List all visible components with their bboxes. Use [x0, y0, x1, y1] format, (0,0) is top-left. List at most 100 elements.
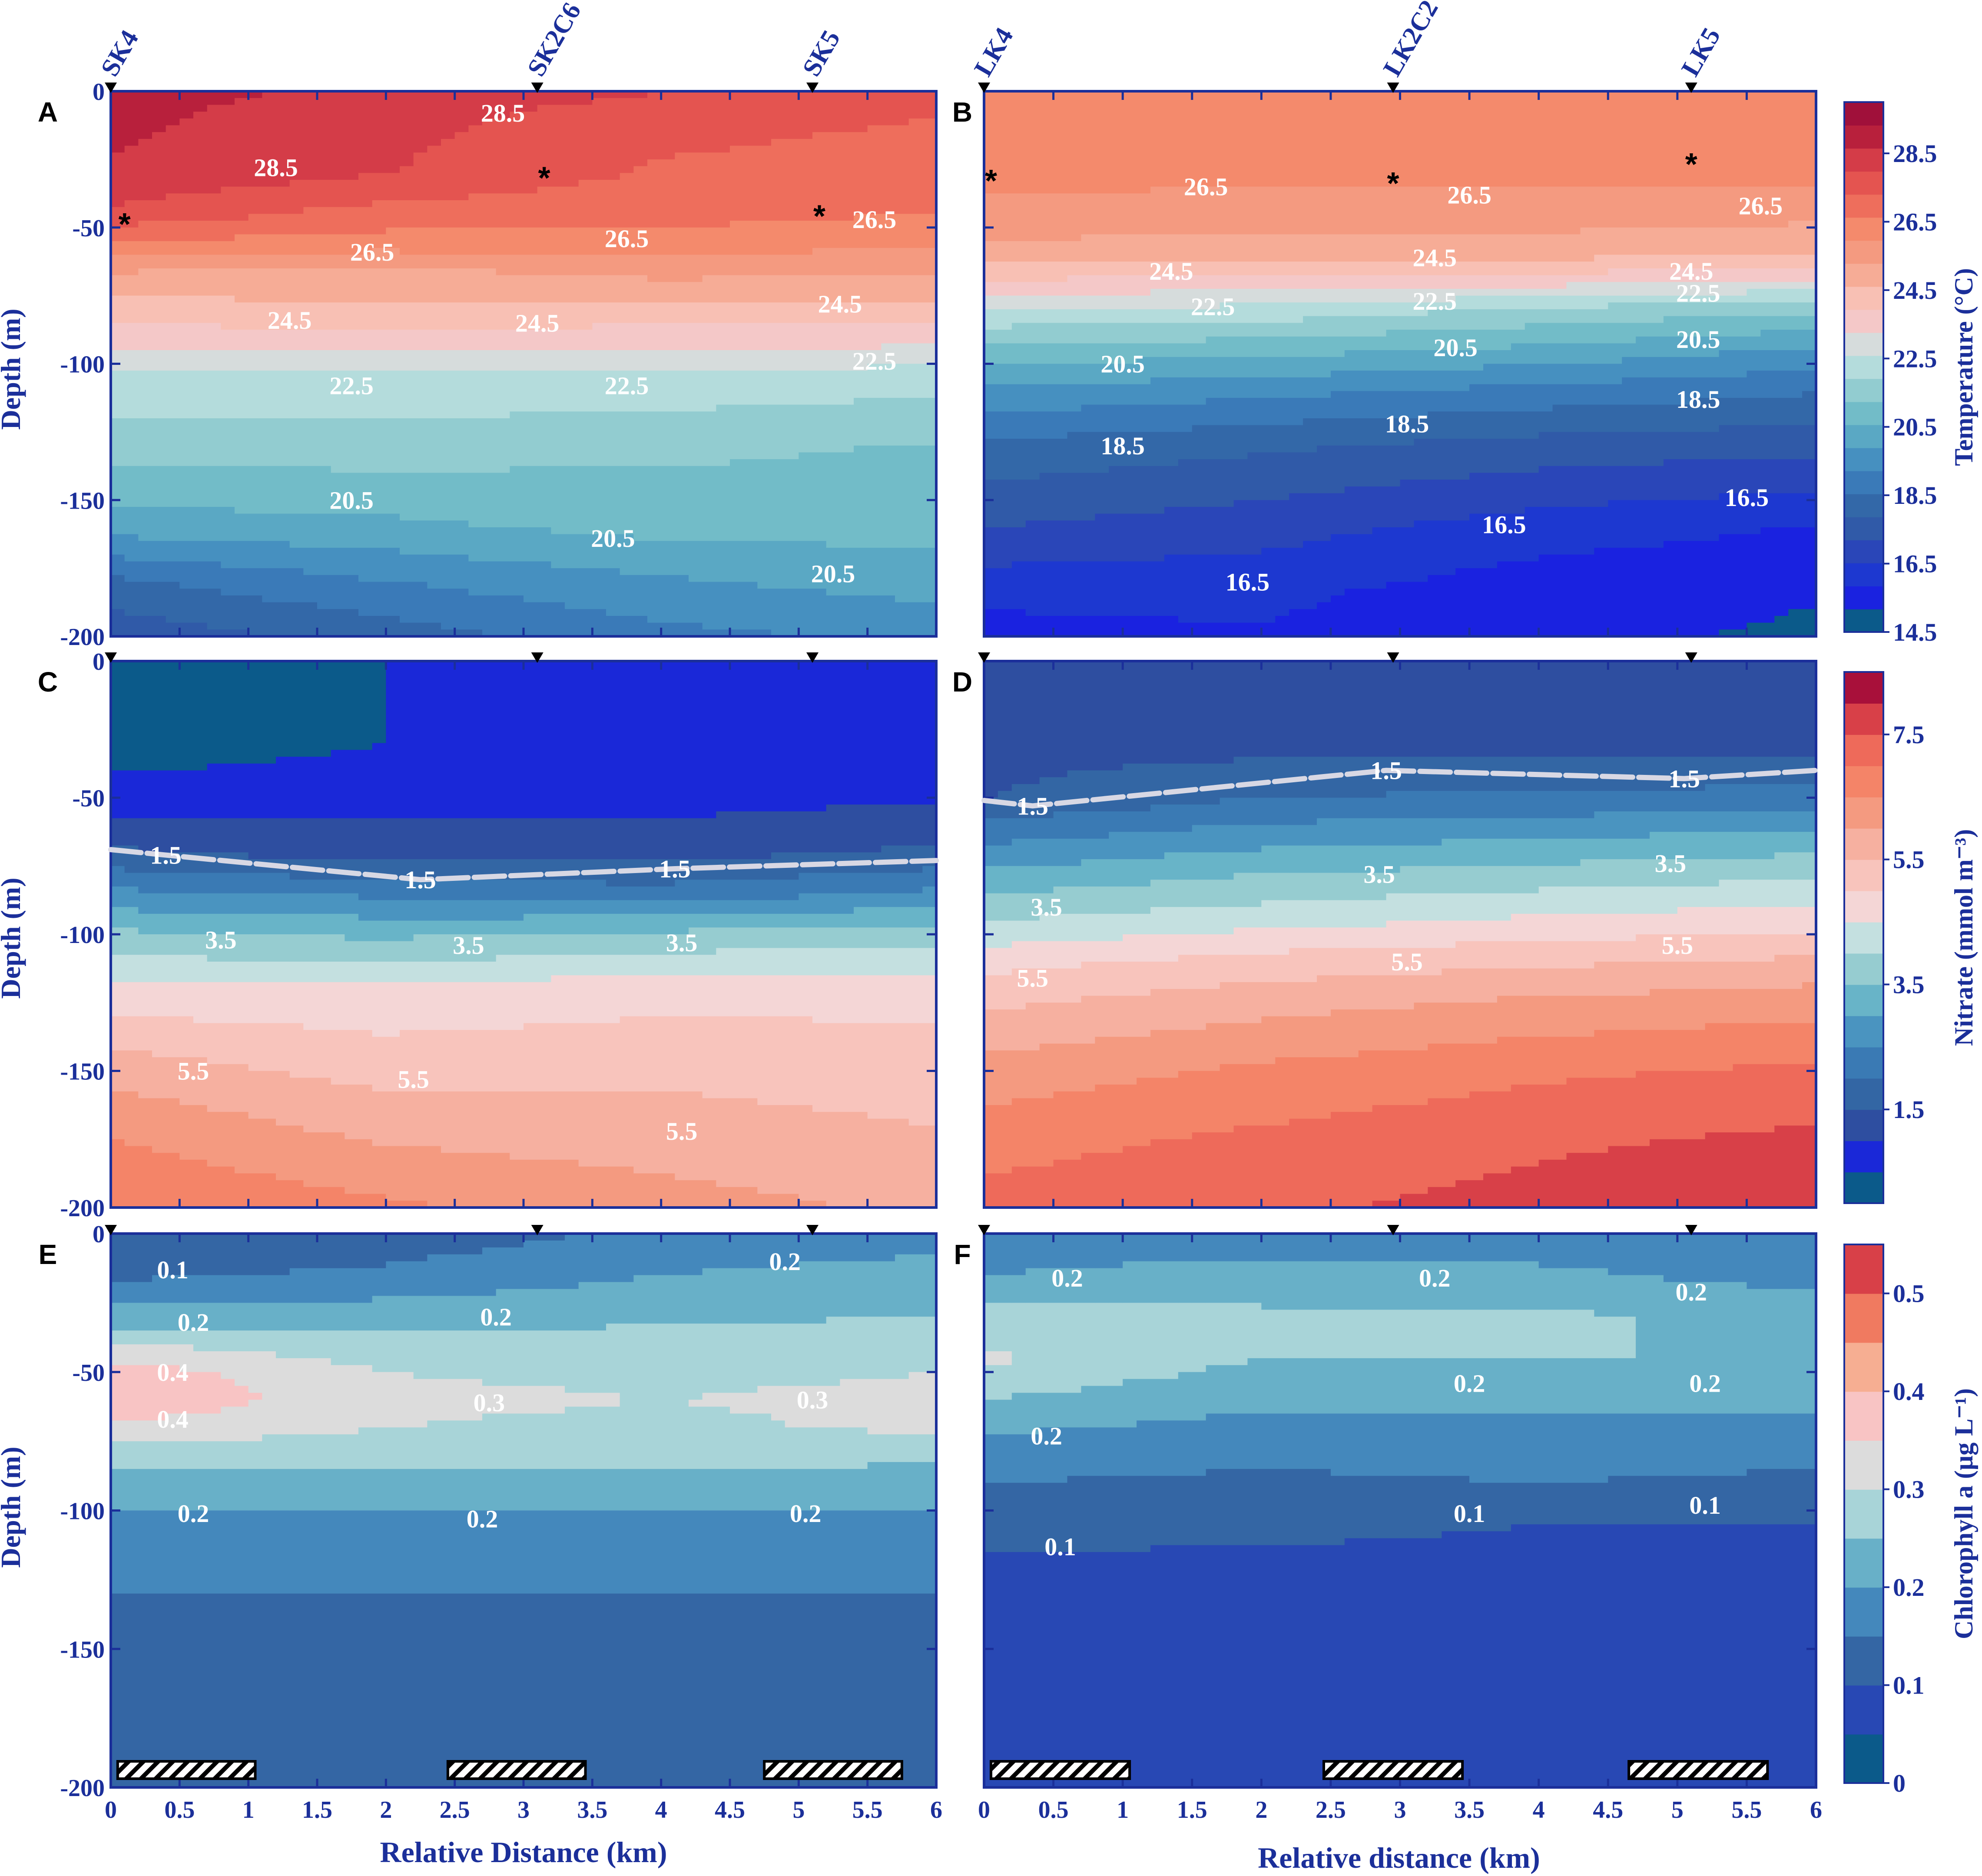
heatmap-cell — [345, 105, 358, 112]
heatmap-cell — [276, 589, 290, 596]
heatmap-cell — [276, 500, 290, 507]
heatmap-cell — [125, 398, 139, 405]
heatmap-cell — [125, 596, 139, 602]
heatmap-cell — [125, 527, 139, 534]
heatmap-cell — [221, 384, 235, 391]
heatmap-cell — [345, 602, 358, 609]
heatmap-cell — [125, 425, 139, 432]
heatmap-cell — [303, 112, 317, 119]
heatmap-cell — [317, 146, 331, 153]
heatmap-cell — [193, 411, 207, 418]
heatmap-cell — [179, 493, 193, 500]
heatmap-cell — [317, 343, 331, 350]
heatmap-cell — [179, 241, 193, 248]
heatmap-cell — [138, 623, 152, 630]
heatmap-cell — [179, 330, 193, 337]
heatmap-cell — [317, 596, 331, 602]
heatmap-cell — [358, 214, 372, 221]
heatmap-cell — [125, 446, 139, 453]
heatmap-cell — [358, 439, 372, 446]
heatmap-cell — [221, 486, 235, 493]
heatmap-cell — [166, 548, 180, 555]
heatmap-cell — [345, 616, 358, 623]
heatmap-cell — [138, 555, 152, 562]
heatmap-cell — [317, 432, 331, 439]
heatmap-cell — [290, 473, 304, 480]
heatmap-cell — [345, 309, 358, 316]
heatmap-cell — [235, 152, 249, 159]
heatmap-cell — [166, 248, 180, 255]
heatmap-cell — [221, 139, 235, 146]
heatmap-cell — [303, 125, 317, 132]
heatmap-cell — [138, 152, 152, 159]
heatmap-cell — [138, 589, 152, 596]
heatmap-cell — [221, 350, 235, 357]
heatmap-cell — [262, 125, 276, 132]
heatmap-cell — [331, 146, 345, 153]
heatmap-cell — [303, 214, 317, 221]
heatmap-cell — [235, 596, 249, 602]
heatmap-cell — [152, 330, 166, 337]
heatmap-cell — [221, 119, 235, 126]
heatmap-cell — [235, 125, 249, 132]
heatmap-cell — [276, 452, 290, 459]
heatmap-cell — [303, 371, 317, 377]
heatmap-cell — [138, 541, 152, 548]
heatmap-cell — [331, 214, 345, 221]
heatmap-cell — [331, 289, 345, 296]
heatmap-cell — [179, 221, 193, 228]
heatmap-cell — [345, 561, 358, 568]
heatmap-cell — [221, 418, 235, 425]
heatmap-cell — [193, 466, 207, 473]
heatmap-cell — [317, 112, 331, 119]
heatmap-cell — [249, 282, 262, 289]
heatmap-cell — [152, 364, 166, 371]
heatmap-cell — [125, 391, 139, 398]
heatmap-cell — [179, 261, 193, 268]
heatmap-cell — [276, 200, 290, 207]
heatmap-cell — [221, 459, 235, 466]
heatmap-cell — [125, 623, 139, 630]
heatmap-cell — [166, 316, 180, 323]
heatmap-cell — [303, 405, 317, 412]
heatmap-cell — [345, 193, 358, 200]
heatmap-cell — [235, 139, 249, 146]
heatmap-cell — [221, 473, 235, 480]
heatmap-cell — [249, 234, 262, 241]
heatmap-cell — [138, 275, 152, 282]
heatmap-cell — [262, 187, 276, 194]
heatmap-cell — [358, 568, 372, 575]
heatmap-cell — [358, 282, 372, 289]
heatmap-cell — [138, 357, 152, 364]
heatmap-cell — [290, 575, 304, 582]
heatmap-cell — [249, 221, 262, 228]
heatmap-cell — [317, 248, 331, 255]
heatmap-cell — [235, 418, 249, 425]
heatmap-cell — [303, 384, 317, 391]
heatmap-cell — [179, 296, 193, 303]
heatmap-cell — [111, 384, 125, 391]
heatmap-cell — [207, 466, 221, 473]
heatmap-cell — [235, 459, 249, 466]
heatmap-cell — [262, 446, 276, 453]
heatmap-cell — [331, 221, 345, 228]
heatmap-cell — [111, 371, 125, 377]
heatmap-cell — [249, 139, 262, 146]
heatmap-cell — [207, 555, 221, 562]
heatmap-cell — [290, 119, 304, 126]
heatmap-cell — [303, 282, 317, 289]
heatmap-cell — [249, 480, 262, 486]
heatmap-cell — [331, 180, 345, 187]
heatmap-cell — [152, 575, 166, 582]
heatmap-cell — [345, 337, 358, 344]
heatmap-cell — [152, 261, 166, 268]
heatmap-cell — [262, 357, 276, 364]
heatmap-cell — [345, 364, 358, 371]
heatmap-cell — [221, 268, 235, 275]
heatmap-cell — [303, 180, 317, 187]
heatmap-cell — [249, 527, 262, 534]
heatmap-cell — [235, 480, 249, 486]
heatmap-cell — [331, 241, 345, 248]
heatmap-cell — [303, 132, 317, 139]
heatmap-cell — [249, 534, 262, 541]
